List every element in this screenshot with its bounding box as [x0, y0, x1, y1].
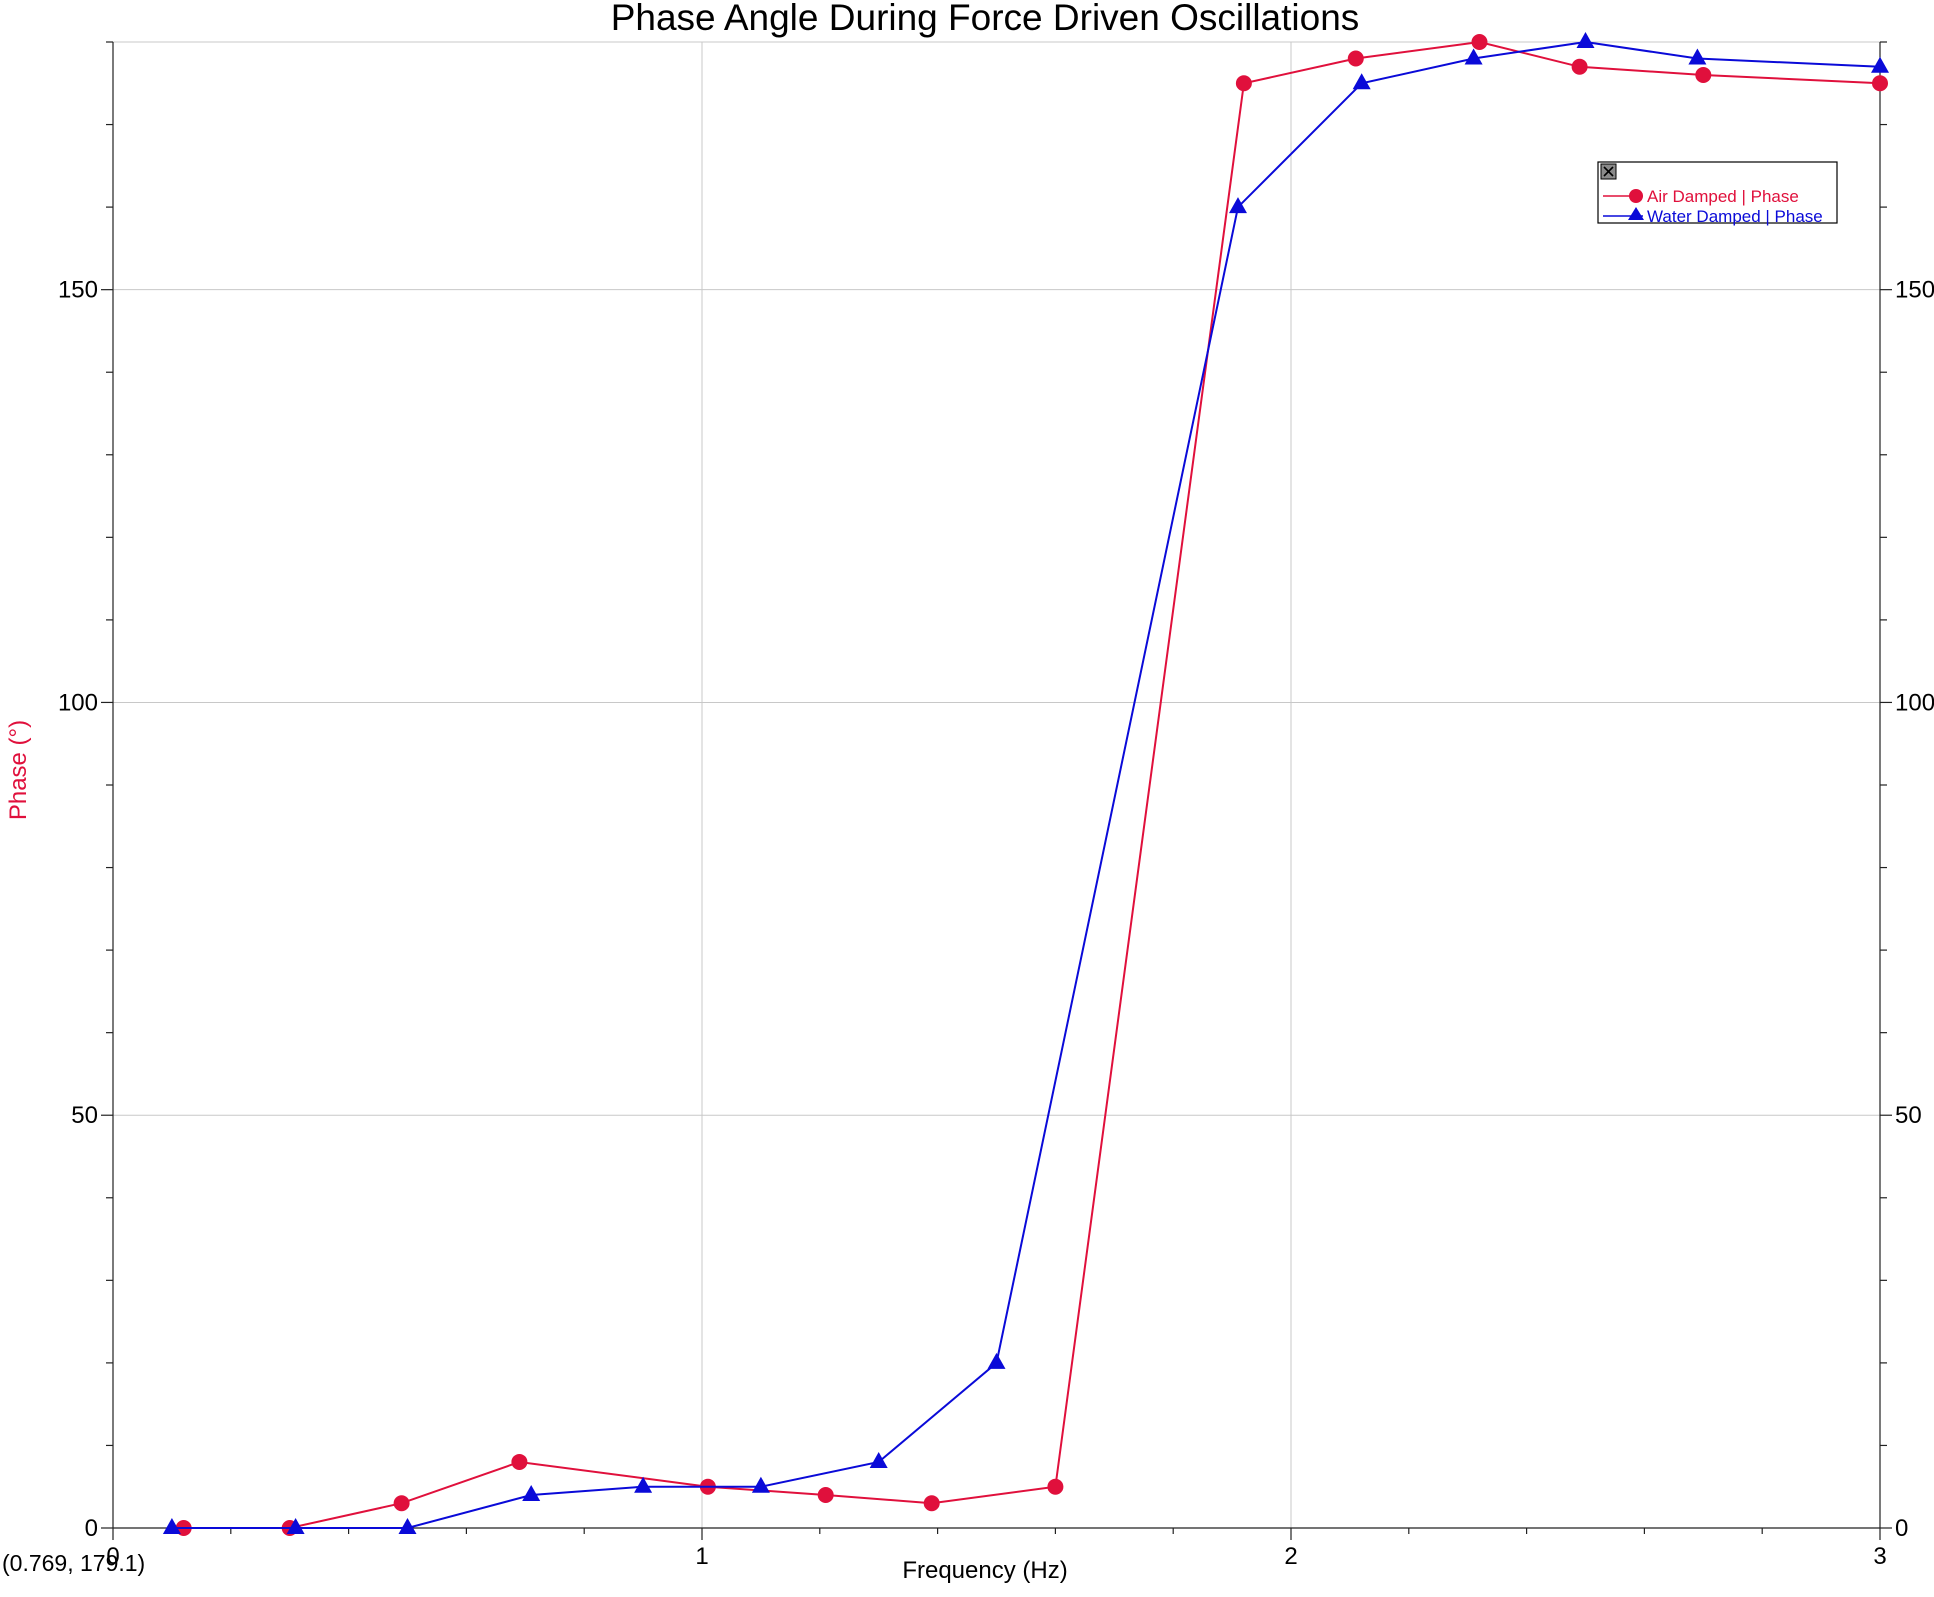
data-point-water: [162, 1518, 181, 1534]
data-point-air: [1235, 75, 1252, 92]
y-axis-label: Phase (°): [5, 720, 32, 820]
y-right-tick-label: 150: [1895, 277, 1934, 304]
data-point-air: [923, 1495, 940, 1512]
y-right-tick-label: 0: [1895, 1515, 1908, 1542]
y-left-tick-label: 50: [71, 1102, 98, 1129]
x-tick-label: 3: [1873, 1543, 1886, 1570]
data-point-water: [1871, 56, 1889, 73]
legend-label-air: Air Damped | Phase: [1647, 187, 1799, 206]
data-point-water: [286, 1518, 305, 1534]
chart-title: Phase Angle During Force Driven Oscillat…: [611, 0, 1360, 38]
series-line-1: [171, 40, 1881, 1529]
legend-marker-water: [1628, 207, 1644, 220]
x-axis-label: Frequency (Hz): [902, 1557, 1067, 1584]
series-0: [175, 34, 1888, 1536]
data-point-air: [1047, 1478, 1064, 1495]
cursor-readout: (0.769, 179.1): [2, 1550, 145, 1576]
y-left-tick-label: 0: [85, 1515, 98, 1542]
data-point-water: [987, 1352, 1006, 1369]
y-right-tick-label: 100: [1895, 689, 1934, 716]
data-point-air: [1695, 67, 1712, 84]
data-point-water: [1352, 73, 1371, 90]
legend-label-water: Water Damped | Phase: [1647, 207, 1823, 226]
data-point-air: [1471, 34, 1488, 50]
y-right-tick-label: 50: [1895, 1102, 1922, 1129]
data-point-water: [869, 1451, 888, 1468]
series-line-0: [183, 40, 1881, 1529]
data-point-water: [751, 1476, 770, 1493]
series-layer: [162, 32, 1889, 1536]
data-point-water: [1576, 32, 1595, 48]
grid-layer: [113, 41, 1880, 1528]
legend-entry-water: Water Damped | Phase: [1603, 207, 1823, 226]
data-point-air: [1347, 50, 1364, 67]
data-point-water: [522, 1484, 541, 1501]
data-point-water: [398, 1518, 417, 1534]
data-point-air: [511, 1453, 528, 1470]
legend-marker-air: [1629, 189, 1643, 203]
data-point-air: [393, 1495, 410, 1512]
x-tick-label: 1: [695, 1543, 708, 1570]
y-left-tick-label: 150: [58, 277, 98, 304]
data-point-air: [817, 1486, 834, 1503]
x-tick-label: 2: [1284, 1543, 1297, 1570]
data-point-water: [1228, 197, 1247, 214]
data-point-air: [1872, 75, 1888, 92]
series-1: [162, 32, 1889, 1534]
data-point-water: [634, 1476, 653, 1493]
data-point-air: [1571, 58, 1588, 75]
x-tick-label: 0: [106, 1543, 119, 1570]
legend-close-icon[interactable]: [1600, 163, 1617, 180]
legend-entry-air: Air Damped | Phase: [1603, 187, 1799, 206]
legend[interactable]: Air Damped | Phase Water Damped | Phase: [1597, 161, 1838, 226]
data-point-water: [1688, 48, 1707, 65]
data-point-water: [1464, 48, 1483, 65]
y-left-tick-label: 100: [58, 689, 98, 716]
